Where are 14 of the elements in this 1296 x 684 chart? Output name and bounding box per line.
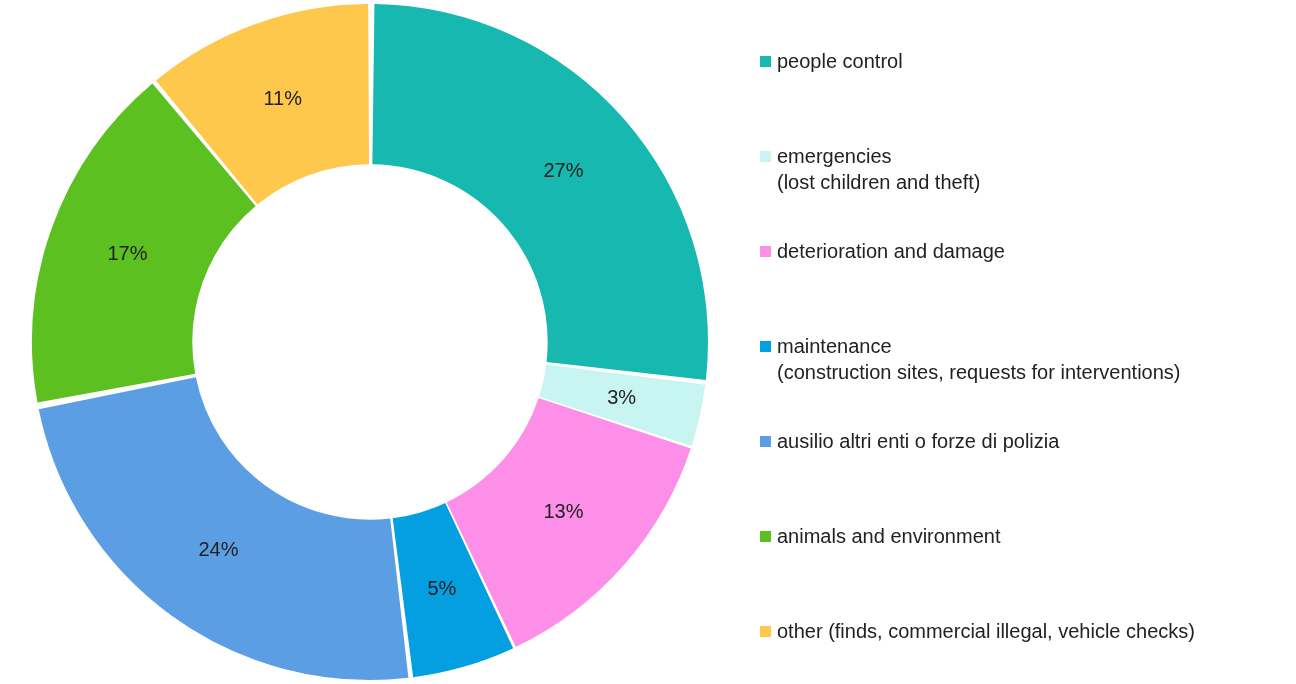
data-label: 11% (263, 86, 303, 109)
legend-label: animals and environment (777, 524, 1001, 549)
data-label: 3% (607, 385, 637, 408)
data-label: 24% (198, 538, 239, 561)
legend-label: deterioration and damage (777, 239, 1005, 264)
data-label: 17% (107, 242, 148, 265)
legend-label: other (finds, commercial illegal, vehicle checks) (777, 619, 1195, 644)
data-label: 27% (543, 159, 584, 181)
data-label: 5% (427, 577, 457, 600)
legend-label: maintenance (construction sites, requests for interventions) (777, 334, 1181, 385)
legend-label: emergencies (lost children and theft) (777, 144, 981, 195)
data-label: 13% (543, 500, 584, 523)
legend-label: ausilio altri enti o forze di polizia (777, 429, 1060, 454)
legend-label: people control (777, 49, 903, 74)
